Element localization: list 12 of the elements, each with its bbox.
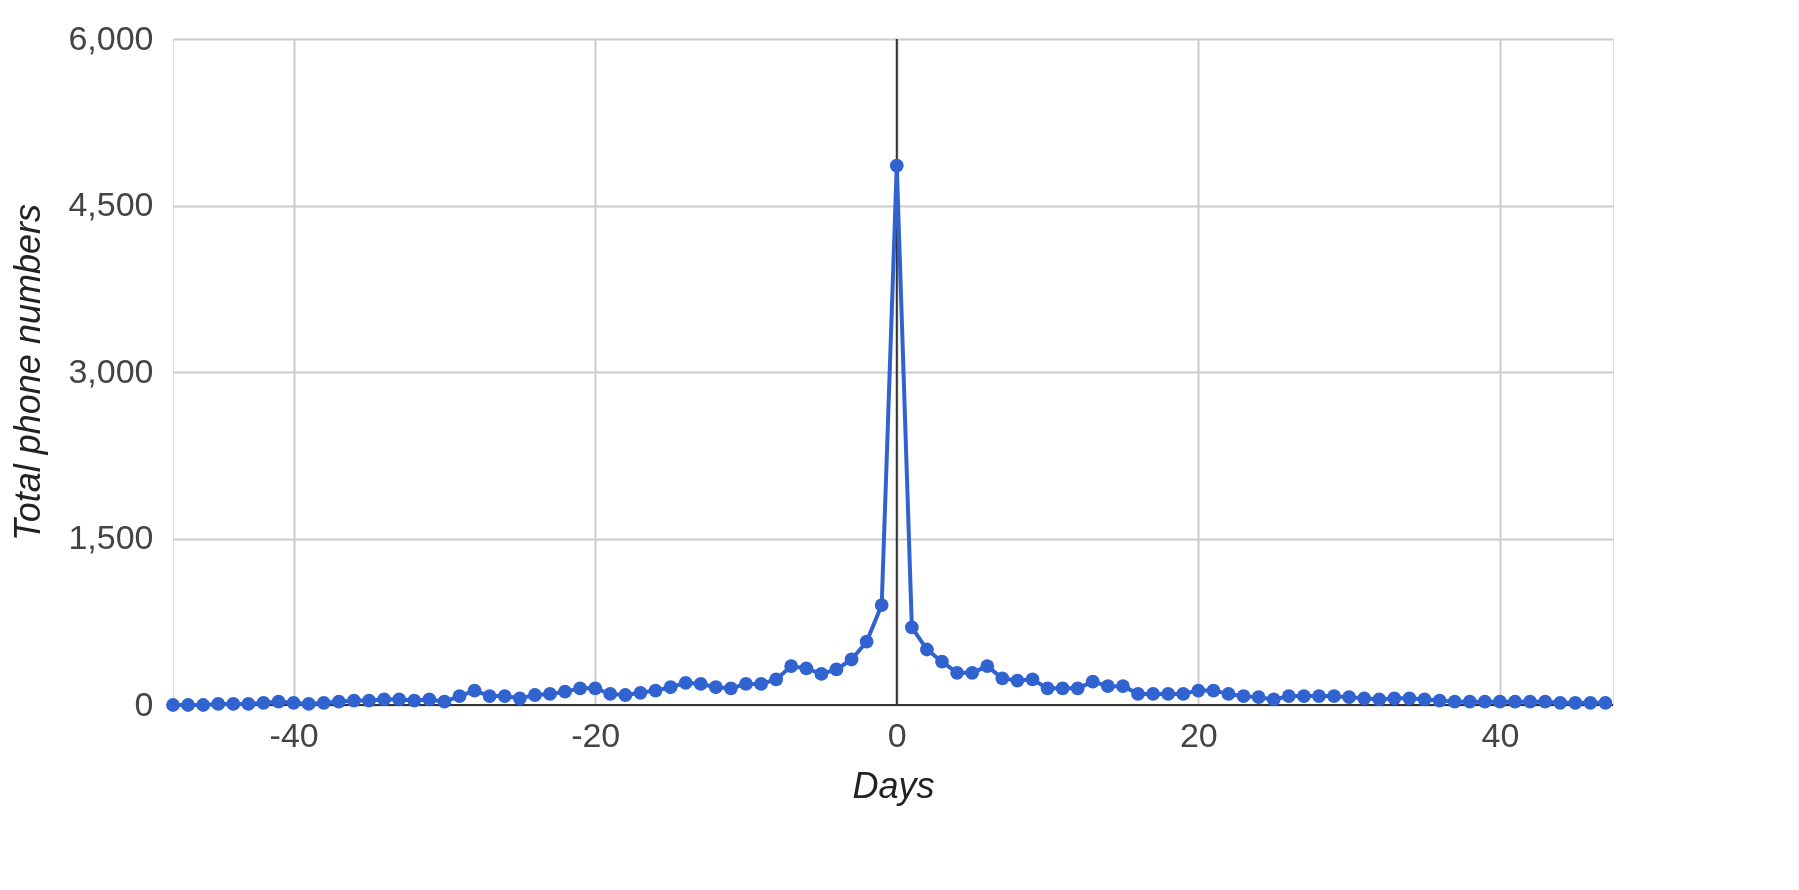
y-tick-label: 0 [134,684,154,723]
y-tick-label: 6,000 [68,18,154,57]
x-tick-label: -20 [571,715,621,754]
x-tick-label: -40 [269,715,319,754]
x-tick-label: 0 [887,715,907,754]
y-axis-title: Total phone numbers [7,204,49,541]
x-axis-title: Days [852,764,935,806]
y-tick-label: 1,500 [68,518,154,556]
x-tick-label: 20 [1179,715,1218,754]
y-tick-label: 3,000 [68,351,154,390]
x-tick-label: 40 [1481,715,1520,754]
y-tick-label: 4,500 [68,185,154,223]
